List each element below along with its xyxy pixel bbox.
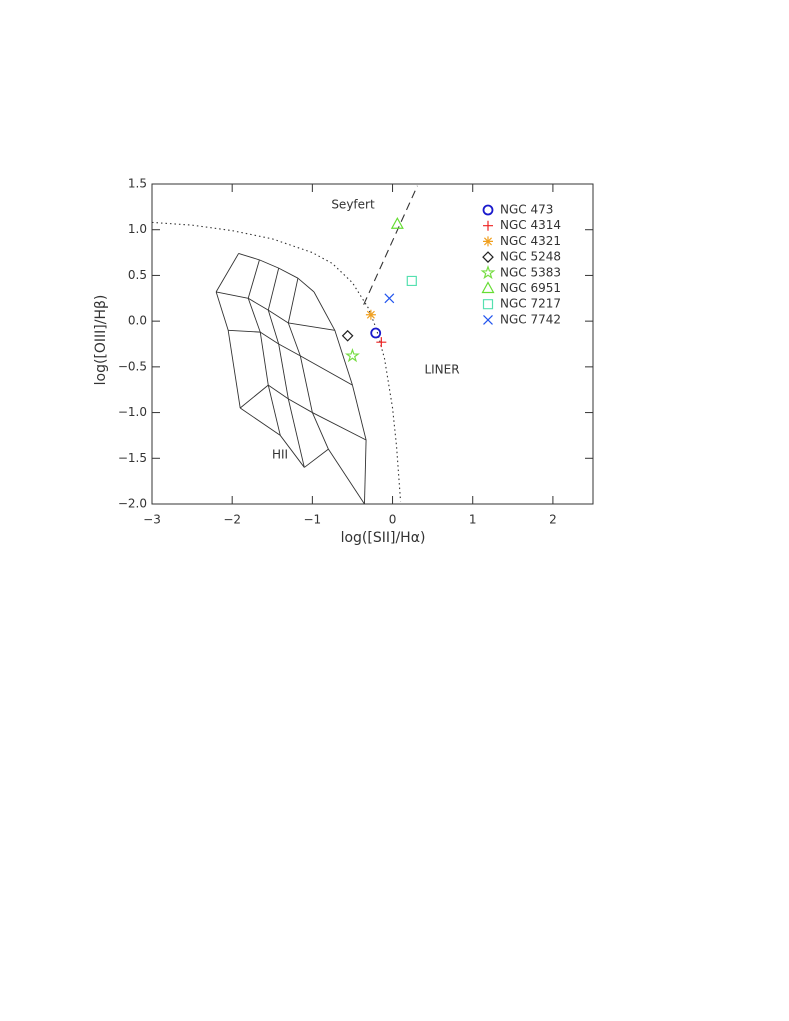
model-grid-line <box>247 259 260 299</box>
model-grid-line <box>304 448 329 468</box>
model-grid-line <box>278 343 289 399</box>
y-tick-label: 1.5 <box>128 177 147 191</box>
data-point <box>376 337 387 348</box>
legend-marker <box>482 251 494 263</box>
model-grid-line <box>239 407 281 436</box>
x-tick-label: 0 <box>389 513 397 527</box>
model-grid-line <box>260 331 279 345</box>
model-grid-line <box>227 330 241 409</box>
y-tick-label: −0.5 <box>118 359 147 373</box>
x-tick-label: −2 <box>223 513 241 527</box>
model-grid-line <box>247 297 269 311</box>
model-grid-line <box>334 330 353 386</box>
data-point <box>406 275 417 287</box>
x-tick-label: −1 <box>304 513 322 527</box>
region-label: Seyfert <box>331 198 375 212</box>
model-grid-line <box>279 435 305 468</box>
y-tick-label: −2.0 <box>118 497 147 511</box>
data-point <box>370 327 382 339</box>
model-grid-line <box>328 448 365 505</box>
x-tick-label: 1 <box>469 513 477 527</box>
legend-marker <box>483 236 493 247</box>
model-grid-line <box>239 384 269 409</box>
x-axis-label: log([SII]/Hα) <box>341 530 426 546</box>
data-point <box>345 348 360 363</box>
legend-label: NGC 6951 <box>500 281 561 295</box>
legend-marker <box>483 314 493 325</box>
legend-label: NGC 4314 <box>500 218 561 232</box>
model-grid-line <box>259 259 279 269</box>
plot-frame <box>151 183 594 505</box>
model-grid-line <box>228 329 261 333</box>
data-point <box>390 216 404 229</box>
legend-label: NGC 5383 <box>500 265 561 279</box>
model-grid-line <box>297 277 315 293</box>
y-tick-label: 1.0 <box>128 222 147 236</box>
model-grid-line <box>267 310 280 345</box>
model-grid-line <box>288 398 313 413</box>
model-grid-line <box>267 268 280 311</box>
y-tick-label: −1.0 <box>118 405 147 419</box>
model-grid-line <box>215 253 239 293</box>
model-grid-line <box>247 298 261 333</box>
model-grid-line <box>352 385 367 441</box>
model-grid-line <box>311 412 329 450</box>
model-grid-line <box>299 355 313 413</box>
model-grid-line <box>287 278 299 324</box>
boundary-line <box>363 185 418 305</box>
model-grid-line <box>278 267 299 279</box>
model-grid-line <box>238 253 260 261</box>
boundary-line <box>151 221 402 502</box>
legend-label: NGC 473 <box>500 203 553 217</box>
y-tick-label: 0.5 <box>128 268 147 282</box>
model-grid-line <box>268 309 289 324</box>
model-grid-line <box>312 412 367 441</box>
legend-marker <box>482 299 494 310</box>
model-grid-line <box>300 355 353 386</box>
region-label: LINER <box>424 363 459 377</box>
model-grid-line <box>268 384 289 400</box>
y-tick-label: 0.0 <box>128 314 147 328</box>
model-grid-line <box>287 322 301 357</box>
legend-marker <box>480 264 496 280</box>
y-axis-label: log([OIII]/Hβ) <box>93 295 109 386</box>
legend-label: NGC 7217 <box>500 297 561 311</box>
model-grid-line <box>259 332 269 386</box>
y-tick-label: −1.5 <box>118 451 147 465</box>
legend-label: NGC 5248 <box>500 250 561 264</box>
legend-label: NGC 7742 <box>500 312 561 326</box>
data-point <box>384 293 395 304</box>
legend-marker <box>483 220 493 231</box>
legend-marker <box>481 281 495 294</box>
legend-label: NGC 4321 <box>500 234 561 248</box>
model-grid-line <box>288 322 335 331</box>
model-grid-line <box>287 398 305 468</box>
region-label: HII <box>272 448 288 462</box>
x-tick-label: 2 <box>549 513 557 527</box>
model-grid-line <box>364 439 367 505</box>
model-grid-line <box>216 291 249 299</box>
model-grid-line <box>267 385 281 436</box>
data-point <box>341 329 354 342</box>
data-point <box>365 309 376 320</box>
model-grid-line <box>215 291 229 331</box>
x-tick-label: −3 <box>143 513 161 527</box>
model-grid-line <box>313 291 336 331</box>
legend-marker <box>482 204 494 216</box>
model-grid-line <box>278 343 301 357</box>
